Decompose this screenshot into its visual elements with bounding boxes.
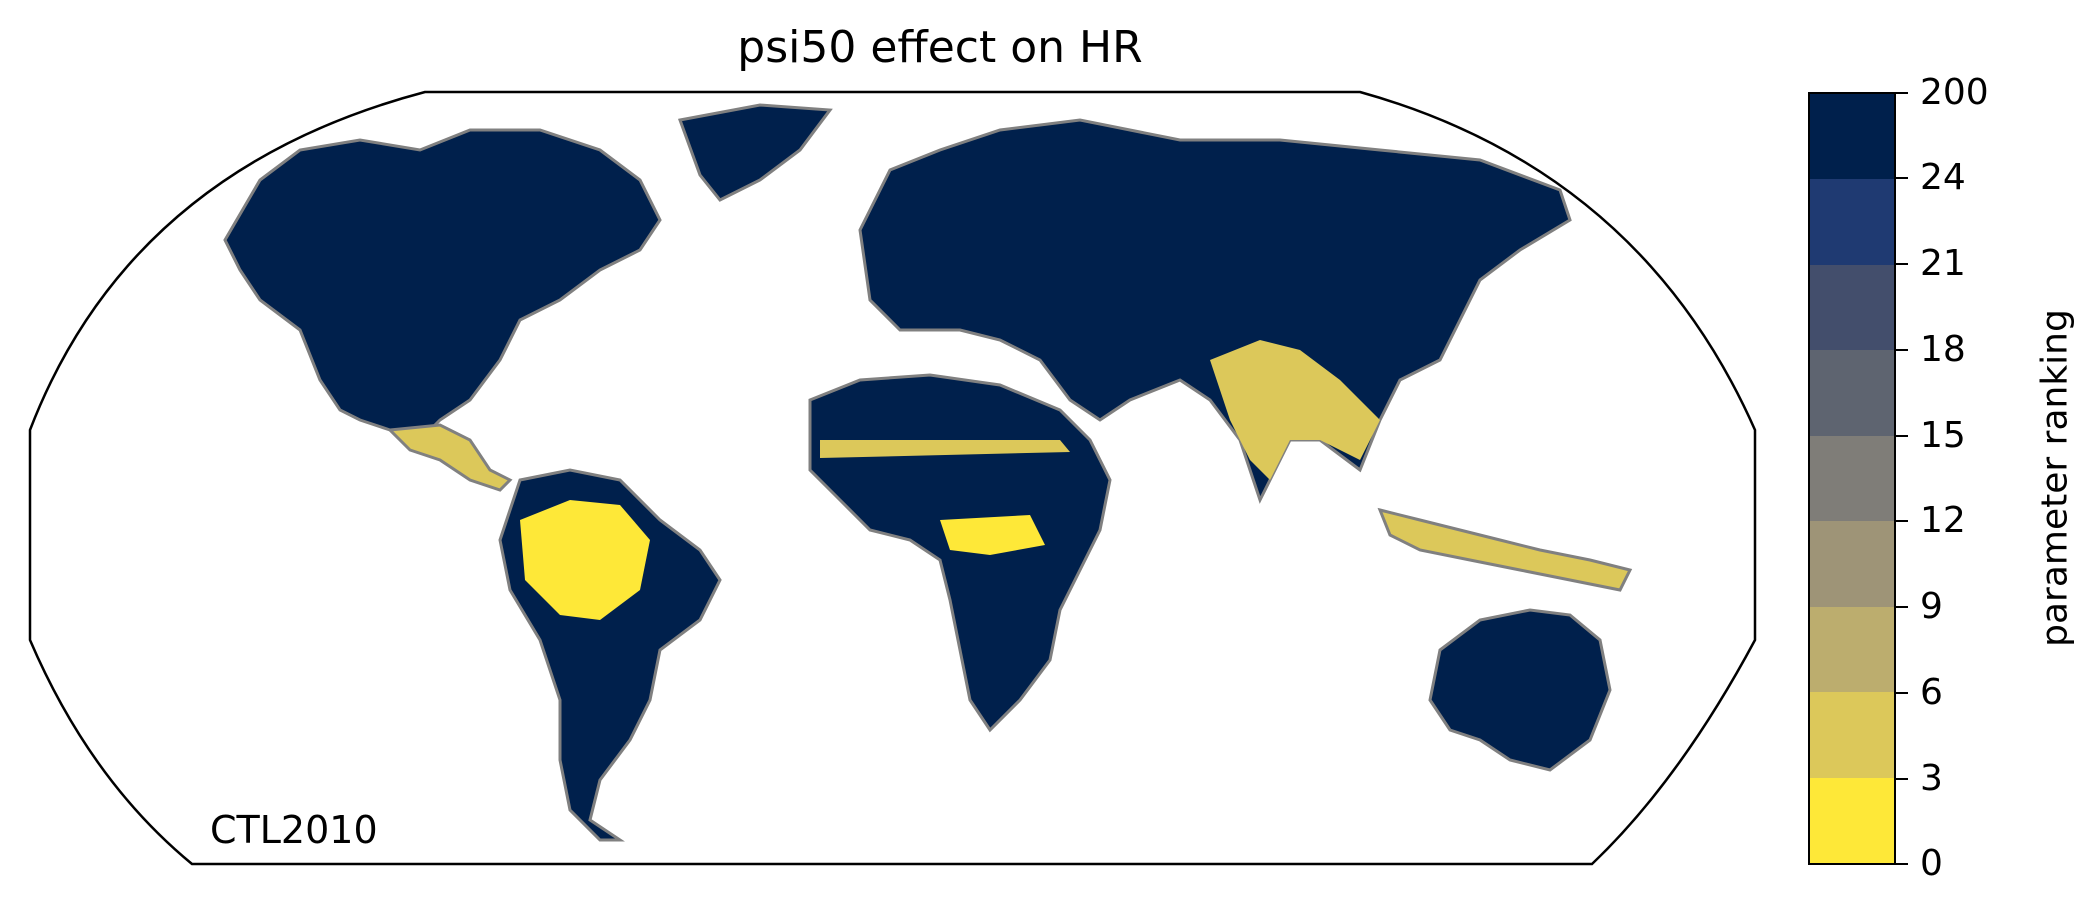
colorbar — [1808, 92, 1896, 865]
colorbar-segment-5 — [1810, 521, 1894, 607]
north-america-landmass — [223, 128, 662, 442]
colorbar-tick-label: 12 — [1920, 500, 1966, 541]
central-america — [386, 423, 513, 492]
colorbar-tick-label: 18 — [1920, 329, 1966, 370]
colorbar-tick — [1896, 863, 1908, 865]
colorbar-tick — [1896, 606, 1908, 608]
colorbar-tick-label: 200 — [1920, 72, 1989, 113]
colorbar-tick-label: 15 — [1920, 415, 1966, 456]
colorbar-tick — [1896, 692, 1908, 694]
colorbar-segment-2 — [1810, 264, 1894, 351]
colorbar-segment-6 — [1810, 606, 1894, 693]
chart-title: psi50 effect on HR — [737, 22, 1143, 73]
colorbar-segment-4 — [1810, 435, 1894, 522]
colorbar-tick — [1896, 435, 1908, 437]
world-map — [28, 90, 1757, 866]
central-africa-yellow — [940, 515, 1045, 555]
colorbar-tick-label: 0 — [1920, 843, 1943, 884]
indonesia-islands — [1377, 507, 1633, 592]
colorbar-tick-label: 24 — [1920, 157, 1966, 198]
south-asia-yellow — [1210, 340, 1380, 480]
colorbar-tick — [1896, 263, 1908, 265]
colorbar-tick — [1896, 177, 1908, 179]
colorbar-tick — [1896, 92, 1908, 94]
colorbar-tick — [1896, 778, 1908, 780]
sahel-band — [820, 440, 1070, 458]
globe-outline — [28, 90, 1757, 866]
greenland — [677, 103, 833, 202]
colorbar-segment-8 — [1810, 777, 1894, 863]
colorbar-tick-label: 21 — [1920, 243, 1966, 284]
australia-landmass — [1428, 608, 1612, 772]
panel-label: CTL2010 — [210, 808, 378, 852]
colorbar-tick-label: 6 — [1920, 672, 1943, 713]
colorbar-segment-1 — [1810, 179, 1894, 265]
colorbar-tick — [1896, 520, 1908, 522]
colorbar-tick-label: 9 — [1920, 586, 1943, 627]
colorbar-segment-3 — [1810, 350, 1894, 436]
colorbar-segment-7 — [1810, 692, 1894, 778]
eurasia-landmass — [858, 118, 1572, 504]
amazon-region — [520, 500, 650, 620]
colorbar-tick-label: 3 — [1920, 758, 1943, 799]
colorbar-segment-0 — [1810, 94, 1894, 180]
colorbar-tick — [1896, 349, 1908, 351]
africa-landmass — [808, 373, 1112, 733]
colorbar-label: parameter ranking — [2034, 309, 2076, 647]
